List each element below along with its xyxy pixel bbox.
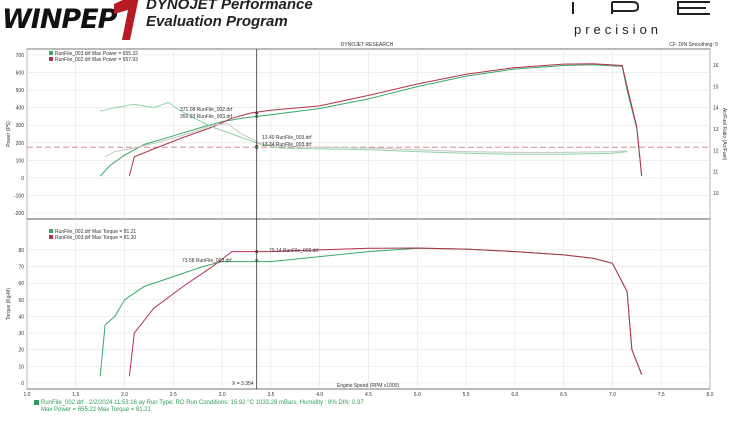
- power-y-tick: -100: [14, 193, 24, 199]
- program-title-line1: DYNOJET Performance: [146, 0, 313, 13]
- x-tick: 1.5: [72, 392, 79, 398]
- annotation-torque-run002: 79.14 RunFile_002.drf: [269, 248, 319, 254]
- legend-swatch-run003: [49, 51, 53, 55]
- x-axis-label: Engine Speed (RPM x1000): [337, 383, 400, 389]
- afr-ylabel: Air/Fuel Ratio (Air/Fuel): [721, 108, 727, 161]
- power-y-tick: 700: [16, 53, 25, 59]
- cursor-label: X = 3.354: [232, 381, 254, 387]
- power-grid: [26, 49, 711, 219]
- run-info-line1: RunFile_002.drf - 2/2/2024 11:53:16 ay R…: [41, 400, 364, 407]
- afr-y-tick: 13: [713, 127, 719, 133]
- x-tick: 6.0: [511, 392, 518, 398]
- dyno-chart: DYNOJET RESEARCH CF: DIN Smoothing: 5 70…: [0, 40, 730, 400]
- power-y-tick: 100: [16, 158, 25, 164]
- legend-swatch-run002: [49, 57, 53, 61]
- torque-y-tick: 40: [18, 314, 24, 320]
- torque-y-tick: 0: [21, 381, 24, 387]
- power-y-tick: 600: [16, 71, 25, 77]
- run-info-footer: RunFile_002.drf - 2/2/2024 11:53:16 ay R…: [34, 400, 364, 414]
- x-tick: 7.0: [609, 392, 616, 398]
- run-info-line2: Max Power = 655.22 Max Torque = 81.21: [41, 407, 151, 414]
- torque-legend-entry-1: RunFile_002.drf Max Torque = 81.21: [55, 229, 136, 235]
- torque-grid: [26, 219, 711, 389]
- x-tick: 2.5: [170, 392, 177, 398]
- power-series-1: [99, 64, 643, 177]
- x-tick: 5.0: [414, 392, 421, 398]
- torque-y-ticks: 80 70 60 50 40 30 20 10 0: [18, 248, 24, 387]
- torque-y-tick: 50: [18, 298, 24, 304]
- power-legend-entry-1: RunFile_003.drf Max Power = 655.32: [55, 51, 138, 57]
- torque-y-tick: 60: [18, 281, 24, 287]
- power-legend-entry-2: RunFile_002.drf Max Power = 657.93: [55, 57, 138, 63]
- power-y-tick: 300: [16, 123, 25, 129]
- annotation-power-run002: 371.08 RunFile_002.drf: [180, 107, 233, 113]
- power-y-tick: 400: [16, 106, 25, 112]
- legend-swatch-torque-run003: [49, 235, 53, 239]
- x-tick: 5.5: [463, 392, 470, 398]
- torque-y-tick: 20: [18, 348, 24, 354]
- power-ylabel: Power (PS): [6, 121, 12, 147]
- torque-y-tick: 80: [18, 248, 24, 254]
- x-tick: 7.5: [658, 392, 665, 398]
- afr-y-tick: 16: [713, 63, 719, 69]
- power-annotations: 371.08 RunFile_002.drf 350.93 RunFile_00…: [180, 107, 312, 148]
- power-series: [99, 63, 643, 177]
- power-y-tick: -200: [14, 211, 24, 217]
- x-tick: 8.0: [707, 392, 714, 398]
- torque-y-tick: 70: [18, 265, 24, 271]
- afr-y-tick: 15: [713, 84, 719, 90]
- brand-word: precision: [574, 22, 663, 37]
- torque-legend-entry-2: RunFile_003.drf Max Torque = 81.30: [55, 235, 136, 241]
- program-title: DYNOJET Performance Evaluation Program: [146, 0, 313, 30]
- power-series-2: [128, 63, 643, 177]
- annotation-torque-run003: 73.58 RunFile_003.drf: [182, 258, 232, 264]
- torque-legend: RunFile_002.drf Max Torque = 81.21 RunFi…: [49, 229, 136, 241]
- annotation-afr-2: 13.34 RunFile_003.drf: [262, 142, 312, 148]
- program-title-line2: Evaluation Program: [146, 13, 288, 30]
- x-tick: 4.0: [316, 392, 323, 398]
- legend-swatch-torque-run002: [49, 229, 53, 233]
- torque-y-tick: 30: [18, 331, 24, 337]
- winpep-logo: WINPEP: [2, 4, 117, 35]
- power-y-tick: 500: [16, 88, 25, 94]
- torque-series-2: [128, 247, 643, 377]
- power-series-3: [100, 101, 628, 155]
- afr-y-tick: 11: [713, 170, 718, 176]
- x-tick: 6.5: [560, 392, 567, 398]
- header: WINPEP DYNOJET Performance Evaluation Pr…: [0, 0, 730, 40]
- brand-logo-icon: [572, 1, 710, 15]
- annotation-power-run003: 350.93 RunFile_003.drf: [180, 114, 233, 120]
- chart-title: DYNOJET RESEARCH: [341, 42, 394, 48]
- torque-ylabel: Torque (Kg-M): [6, 288, 12, 320]
- x-tick: 3.0: [219, 392, 226, 398]
- correction-note: CF: DIN Smoothing: 5: [669, 42, 718, 48]
- power-series-4: [104, 122, 628, 158]
- winpep-seven-icon: [114, 0, 139, 40]
- x-tick: 3.5: [267, 392, 274, 398]
- x-tick: 2.0: [121, 392, 128, 398]
- power-y-tick: 200: [16, 141, 25, 147]
- afr-y-ticks: 16 15 14 13 12 11 10: [713, 63, 719, 197]
- power-legend: RunFile_003.drf Max Power = 655.32 RunFi…: [49, 51, 138, 63]
- x-tick: 4.5: [365, 392, 372, 398]
- run-color-swatch: [34, 400, 39, 405]
- x-tick: 1.0: [24, 392, 31, 398]
- torque-annotations: 79.14 RunFile_002.drf 73.58 RunFile_003.…: [182, 248, 319, 387]
- x-axis-ticks: 1.0 1.5 2.0 2.5 3.0 3.5 4.0 4.5 5.0 5.5 6.0 6.5 7.0 7…: [24, 392, 714, 398]
- afr-y-tick: 10: [713, 191, 719, 197]
- power-y-tick: 0: [21, 176, 24, 182]
- power-y-ticks: 700 600 500 400 300 200 100 0 -100 -200: [14, 53, 24, 217]
- afr-y-tick: 12: [713, 148, 719, 154]
- afr-y-tick: 14: [713, 106, 719, 112]
- torque-y-tick: 10: [18, 364, 24, 370]
- annotation-afr-1: 13.40 RunFile_003.drf: [262, 135, 312, 141]
